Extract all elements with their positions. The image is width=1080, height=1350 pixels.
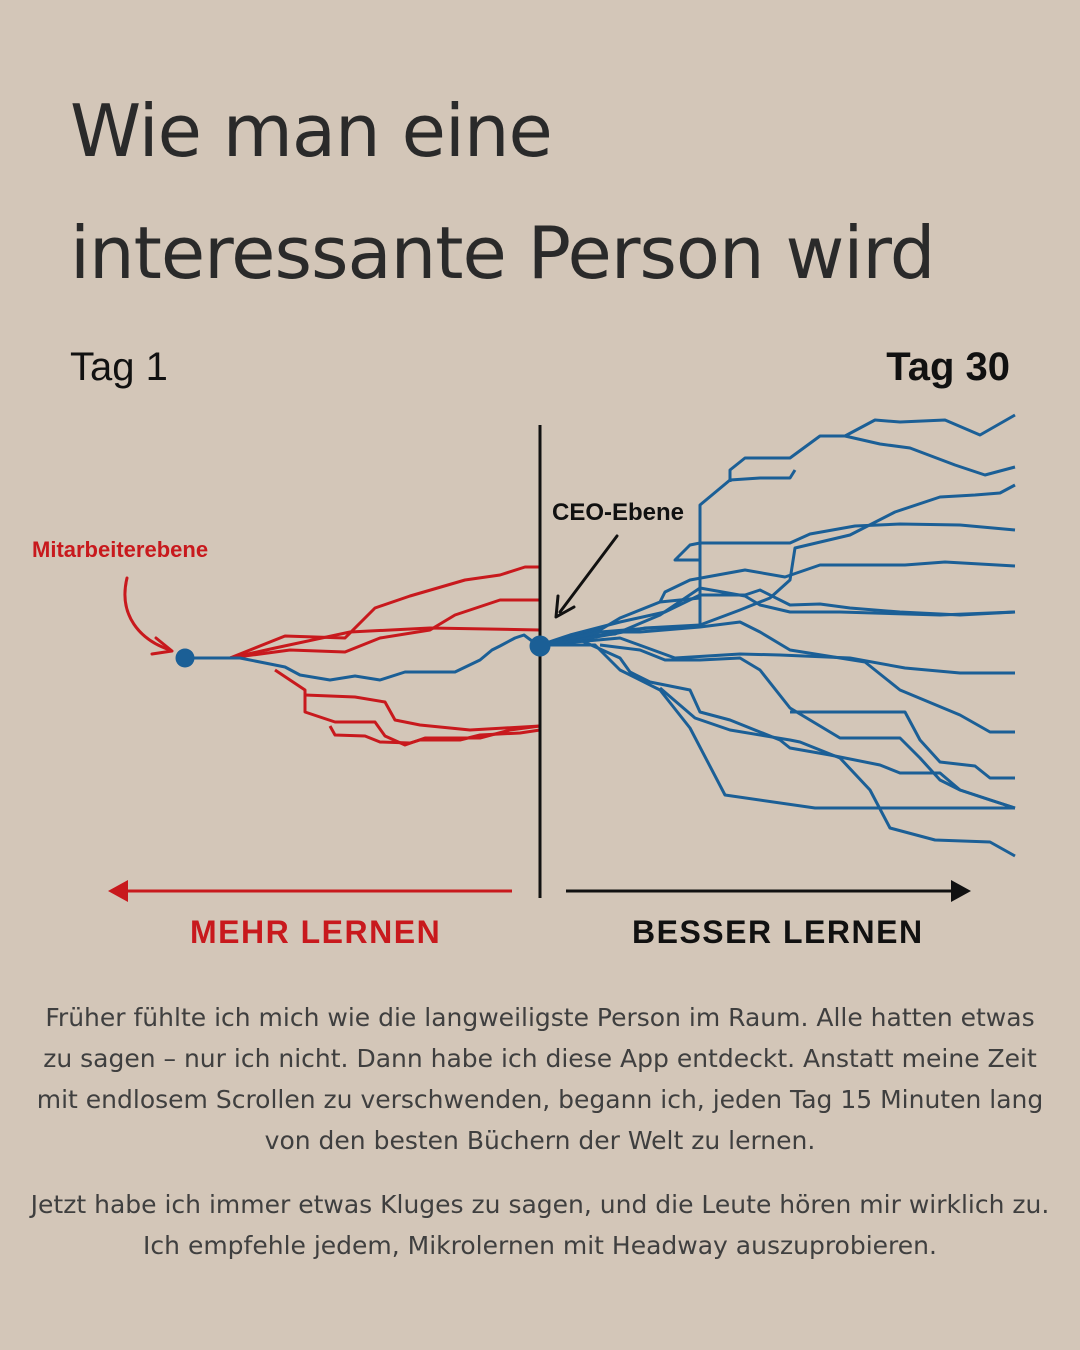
- blue-path: [599, 643, 1016, 810]
- blue-path: [659, 686, 1016, 858]
- red-path: [229, 626, 541, 660]
- blue-path: [539, 588, 1016, 647]
- paragraph-2: Jetzt habe ich immer etwas Kluges zu sag…: [30, 1190, 1050, 1260]
- day-end-label: Tag 30: [886, 345, 1010, 389]
- employee-level-dot: [175, 648, 195, 668]
- ceo-level-label: CEO-Ebene: [552, 499, 685, 526]
- right-arrowhead: [951, 880, 971, 902]
- blue-path: [539, 638, 1016, 810]
- blue-path: [539, 620, 1015, 734]
- blue-path: [790, 710, 1015, 780]
- blue-path: [540, 643, 1015, 810]
- title-line-1: Wie man eine: [70, 89, 553, 173]
- employee-pointer-arrowhead: [150, 636, 174, 656]
- blue-connector: [185, 633, 541, 682]
- red-path: [185, 565, 540, 660]
- page-title: Wie man eine interessante Person wird: [70, 70, 1050, 314]
- blue-path: [185, 633, 541, 682]
- blue-path: [539, 636, 1015, 675]
- ceo-level-dot: [529, 635, 551, 657]
- better-learning-label: BESSER LERNEN: [632, 914, 924, 950]
- red-path: [328, 725, 541, 745]
- blue-path: [659, 469, 797, 604]
- red-path: [229, 598, 540, 660]
- employee-level-label: Mitarbeiterebene: [32, 537, 209, 562]
- ceo-pointer-arrowhead: [554, 594, 576, 619]
- blue-path: [539, 483, 1016, 647]
- day-start-label: Tag 1: [70, 345, 168, 389]
- employee-pointer-arrow: [123, 576, 172, 652]
- more-learning-label: MEHR LERNEN: [190, 914, 442, 950]
- blue-path: [844, 434, 1016, 477]
- blue-paths: [539, 413, 1016, 858]
- red-path: [304, 693, 541, 732]
- red-paths: [185, 565, 541, 747]
- left-arrowhead: [108, 880, 128, 902]
- ceo-pointer-arrow: [558, 534, 619, 614]
- blue-path: [539, 586, 1016, 647]
- blue-path: [539, 560, 1016, 647]
- title-line-2: interessante Person wird: [70, 211, 935, 295]
- paragraph-1: Früher fühlte ich mich wie die langweili…: [36, 1003, 1044, 1155]
